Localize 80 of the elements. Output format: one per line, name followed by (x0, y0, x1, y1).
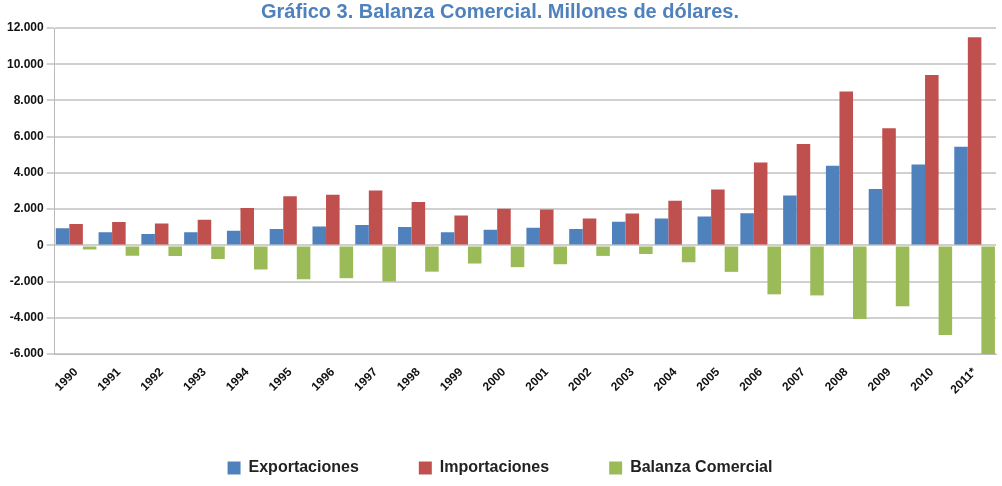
y-tick-label: 4.000 (13, 165, 45, 180)
bar (868, 189, 883, 245)
bar (783, 195, 797, 245)
bar (197, 219, 212, 245)
bar (184, 232, 198, 245)
bar (454, 215, 468, 245)
bar (125, 246, 140, 256)
bar (112, 222, 126, 245)
bar (526, 227, 540, 245)
bar (681, 246, 696, 263)
bar (981, 246, 995, 355)
bar (611, 221, 626, 245)
bar (654, 218, 669, 245)
bar (312, 226, 327, 245)
bar (69, 224, 83, 245)
y-tick-label: 10.000 (7, 56, 45, 71)
bar (154, 223, 169, 245)
bar (141, 233, 155, 245)
bar (796, 143, 811, 245)
bar (283, 196, 297, 245)
y-tick-label: 2.000 (13, 201, 45, 216)
bar (810, 246, 824, 296)
bar (98, 232, 113, 245)
bar (625, 213, 640, 245)
bar (582, 218, 597, 245)
bar (355, 225, 369, 245)
bar (398, 227, 412, 245)
chart-title: Gráfico 3. Balanza Comercial. Millones de dólares. (261, 0, 739, 22)
bar (639, 246, 653, 255)
y-tick-label: -6.000 (9, 346, 45, 361)
bar (467, 246, 482, 264)
bar (853, 246, 867, 319)
bar (767, 246, 781, 295)
y-tick-label: 8.000 (13, 92, 45, 107)
bar (55, 228, 70, 245)
y-tick-label: 0 (37, 237, 45, 252)
bar (425, 246, 439, 272)
legend-label: Balanza Comercial (630, 458, 773, 476)
bar (925, 75, 939, 245)
bar (82, 246, 97, 250)
bar (240, 207, 255, 245)
bar (938, 246, 953, 336)
bar (254, 246, 268, 270)
bar (339, 246, 354, 279)
bar (895, 246, 910, 307)
bar (569, 229, 583, 245)
bar (911, 164, 926, 245)
bar (596, 246, 610, 256)
bar (483, 229, 498, 245)
bar (296, 246, 311, 280)
bar (368, 190, 383, 245)
bar (882, 128, 896, 245)
bar (211, 246, 225, 259)
legend-label: Exportaciones (248, 458, 359, 476)
y-tick-label: 6.000 (13, 129, 45, 144)
legend-label: Importaciones (439, 458, 550, 476)
bar (510, 246, 525, 268)
bar (269, 229, 284, 245)
bar (440, 232, 455, 245)
y-tick-label: -2.000 (9, 273, 45, 288)
bar (539, 209, 554, 245)
bar (697, 216, 712, 245)
bar (668, 200, 682, 245)
bar (753, 162, 768, 245)
bar (740, 213, 754, 245)
bar (382, 246, 396, 282)
bar (967, 37, 982, 245)
bar (326, 194, 340, 245)
bar (825, 165, 840, 245)
bar (226, 230, 241, 245)
bar (724, 246, 739, 272)
bar (711, 189, 725, 245)
y-tick-label: -4.000 (9, 310, 45, 325)
bar (954, 146, 968, 245)
y-tick-label: 12.000 (7, 20, 45, 35)
bar (553, 246, 568, 265)
bar (839, 91, 854, 245)
bar (411, 201, 426, 245)
bar (168, 246, 182, 256)
bar (497, 208, 511, 245)
